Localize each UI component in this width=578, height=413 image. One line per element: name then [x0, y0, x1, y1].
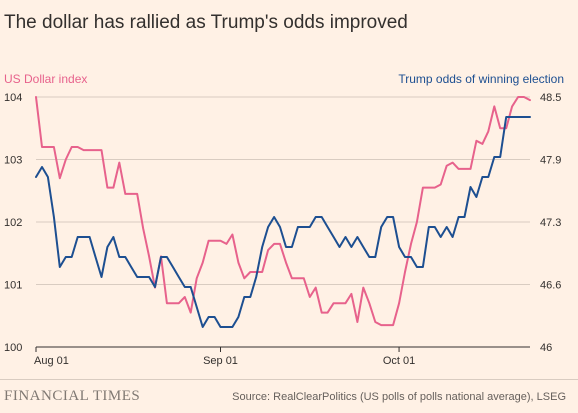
- right-y-ticks: 48.5 47.9 47.3 46.6 46: [540, 92, 561, 354]
- left-tick-label: 104: [4, 92, 22, 104]
- right-axis-label: Trump odds of winning election: [398, 72, 564, 86]
- right-tick-label: 48.5: [540, 92, 561, 104]
- footer-divider: [0, 379, 578, 380]
- ft-logo: FINANCIAL TIMES: [4, 388, 141, 404]
- right-tick-label: 47.9: [540, 155, 561, 167]
- left-tick-label: 101: [4, 280, 22, 292]
- x-tick-label: Sep 01: [203, 355, 238, 367]
- right-tick-label: 47.3: [540, 217, 561, 229]
- left-tick-label: 103: [4, 155, 22, 167]
- source-note: Source: RealClearPolitics (US polls of p…: [232, 391, 566, 403]
- x-axis-ticks: Aug 01 Sep 01 Oct 01: [34, 347, 415, 367]
- left-axis-label: US Dollar index: [4, 72, 87, 86]
- left-tick-label: 102: [4, 217, 22, 229]
- left-y-ticks: 104 103 102 101 100: [4, 92, 22, 354]
- grid-lines: [36, 96, 530, 348]
- left-tick-label: 100: [4, 342, 22, 354]
- dollar-index-line: [35, 96, 531, 327]
- trump-odds-line: [35, 116, 531, 328]
- right-tick-label: 46: [540, 342, 552, 354]
- x-tick-label: Aug 01: [34, 355, 69, 367]
- x-tick-label: Oct 01: [383, 355, 415, 367]
- right-tick-label: 46.6: [540, 280, 561, 292]
- series-lines: [35, 96, 531, 328]
- chart-title: The dollar has rallied as Trump's odds i…: [4, 12, 408, 33]
